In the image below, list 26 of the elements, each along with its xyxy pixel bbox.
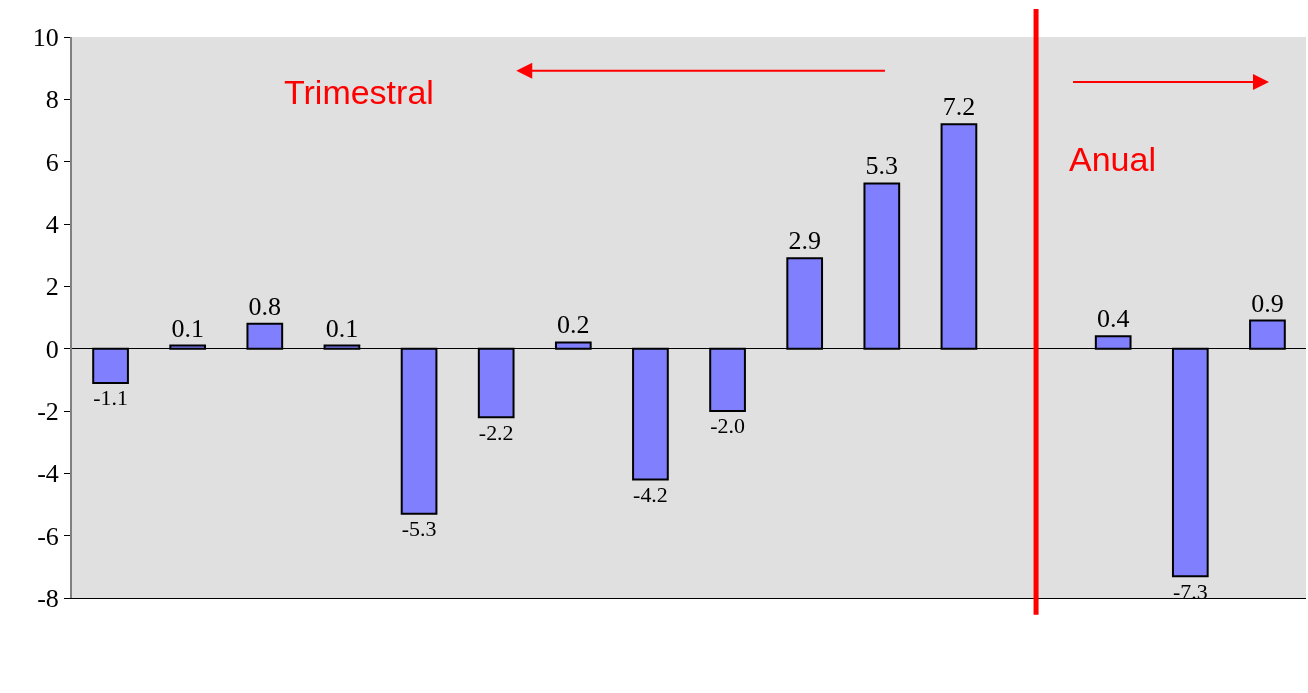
data-label: 2.9 [788, 226, 821, 256]
y-tick-label: 6 [45, 147, 59, 177]
data-label: -2.0 [710, 413, 745, 439]
y-tick-label: -6 [37, 521, 59, 551]
data-label: -2.2 [478, 419, 514, 445]
y-tick-label: 2 [45, 272, 59, 302]
data-label: 0.1 [325, 313, 359, 343]
data-label: 7.2 [942, 92, 976, 122]
y-tick-label: -8 [37, 584, 59, 614]
y-tick-label: 4 [45, 210, 59, 240]
data-label: 0.4 [1096, 304, 1130, 334]
annotation: Anual [1069, 140, 1156, 178]
annotation: Trimestral [284, 73, 434, 111]
data-label: 0.1 [171, 313, 204, 343]
y-tick-label: 10 [32, 23, 59, 53]
y-tick-label: 8 [45, 85, 59, 115]
data-label: 0.8 [248, 291, 282, 321]
data-label: -1.1 [93, 385, 128, 411]
y-tick-label: -4 [37, 459, 59, 489]
y-tick-label: -2 [37, 397, 59, 427]
data-label: 5.3 [865, 151, 899, 181]
y-tick-label: 0 [45, 334, 59, 364]
data-label: 0.9 [1251, 288, 1284, 318]
data-label: 0.2 [557, 310, 590, 340]
data-label: -5.3 [401, 516, 437, 542]
data-label: -4.2 [633, 481, 668, 507]
